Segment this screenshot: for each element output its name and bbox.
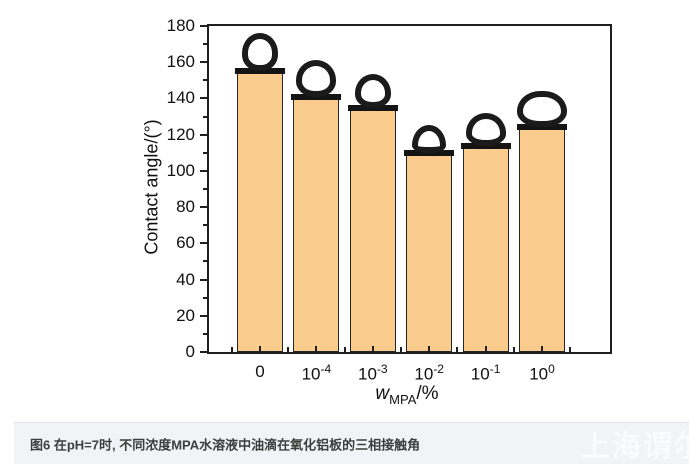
x-axis-minor-tick (569, 347, 572, 352)
x-axis-subscript: MPA (389, 391, 417, 407)
plot-area: 0 20 40 60 80 100 120 140 160 180 0 10-4 10-3 10-2 10-… (167, 17, 612, 384)
x-tick-label: 100 (529, 362, 555, 384)
x-axis-title: wMPA/% (375, 383, 438, 407)
x-axis-tick (484, 346, 487, 352)
y-axis-tick (200, 61, 207, 64)
x-axis-tick (541, 346, 543, 352)
y-tick-label: 140 (166, 88, 195, 108)
oil-droplet-photo-icon (412, 124, 447, 153)
x-axis-minor-tick (230, 347, 233, 352)
x-tick-label: 10-4 (301, 362, 332, 384)
x-tick-label: 0 (255, 362, 265, 381)
substrate-cap (517, 124, 567, 131)
y-axis-tick (203, 115, 207, 118)
substrate-cap (460, 142, 511, 149)
bar-10^0 (517, 91, 567, 352)
y-axis-tick (200, 351, 207, 353)
x-axis-tick (315, 346, 318, 352)
figure-caption: 图6 在pH=7时, 不同浓度MPA水溶液中油滴在氧化铝板的三相接触角 (30, 437, 421, 452)
x-axis-minor-tick (456, 347, 459, 352)
substrate-cap (347, 104, 398, 111)
y-axis-tick (200, 278, 207, 281)
y-axis-tick (203, 224, 207, 227)
y-tick-label: 120 (166, 124, 195, 144)
y-axis-tick (200, 169, 207, 172)
bar-0 (235, 33, 285, 352)
y-tick-label: 40 (176, 269, 195, 289)
substrate-cap (235, 68, 285, 75)
oil-droplet-photo-icon (465, 112, 506, 146)
bar-10^-3 (347, 73, 398, 352)
y-tick-label: 80 (176, 197, 195, 217)
oil-droplet-photo-icon (354, 73, 391, 108)
x-tick-label: 10-1 (470, 362, 501, 384)
y-axis-tick (203, 151, 207, 154)
y-tick-label: 180 (166, 16, 195, 35)
y-axis-tick (200, 242, 207, 245)
y-axis-tick (200, 25, 207, 27)
y-axis-tick (203, 296, 207, 299)
y-tick-label: 0 (185, 342, 195, 361)
y-axis-tick (203, 79, 207, 82)
y-axis-tick (200, 314, 207, 317)
y-axis-tick (203, 260, 207, 263)
x-axis-tick (428, 346, 431, 352)
x-axis-symbol: w (375, 383, 390, 404)
y-tick-label: 20 (176, 305, 195, 325)
x-axis-minor-tick (400, 347, 402, 352)
x-tick-label: 10-2 (414, 362, 444, 384)
x-axis-minor-tick (343, 347, 346, 352)
y-axis-tick (200, 97, 207, 100)
bar-10^-4 (291, 59, 342, 352)
y-axis-tick (200, 206, 207, 209)
y-axis-tick (203, 43, 207, 46)
y-tick-label: 60 (176, 233, 195, 253)
x-axis-minor-tick (512, 347, 515, 352)
oil-droplet-photo-icon (296, 59, 337, 97)
x-axis-minor-tick (287, 347, 290, 352)
x-tick-label: 10-3 (358, 362, 388, 384)
substrate-cap (404, 149, 455, 156)
oil-droplet-photo-icon (242, 33, 278, 72)
x-axis-suffix: /% (416, 383, 439, 404)
bar-10^-2 (404, 124, 455, 352)
bar-10^-1 (460, 112, 511, 352)
y-axis-tick (200, 133, 207, 136)
caption-bar: 图6 在pH=7时, 不同浓度MPA水溶液中油滴在氧化铝板的三相接触角 上海谓尔 (14, 422, 689, 464)
y-tick-label: 160 (166, 52, 195, 72)
y-axis-tick (203, 332, 207, 335)
watermark-text: 上海谓尔 (580, 430, 689, 463)
x-axis-tick (259, 346, 261, 352)
x-axis-tick (371, 346, 374, 352)
y-axis-tick (203, 188, 207, 190)
oil-droplet-photo-icon (517, 91, 567, 128)
y-tick-label: 100 (166, 160, 195, 180)
substrate-cap (291, 93, 342, 100)
